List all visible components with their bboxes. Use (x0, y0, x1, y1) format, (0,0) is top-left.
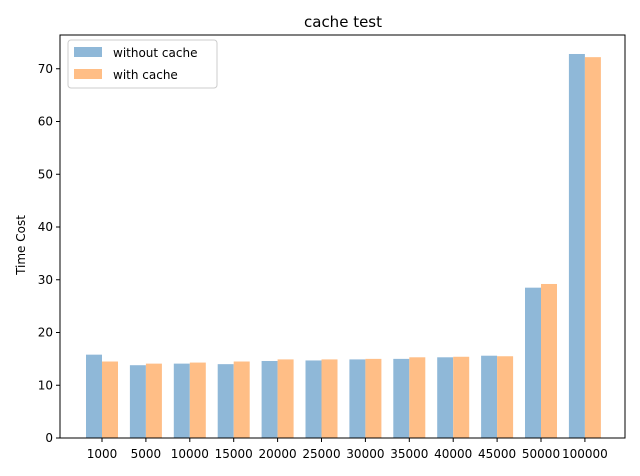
x-tick-label: 20000 (259, 447, 297, 461)
x-tick-label: 15000 (215, 447, 253, 461)
y-tick-label: 20 (38, 326, 53, 340)
y-tick-label: 40 (38, 220, 53, 234)
y-tick-label: 30 (38, 273, 53, 287)
y-tick-label: 70 (38, 62, 53, 76)
bar-with-cache-30000 (365, 358, 382, 438)
bar-without-cache-50000 (525, 287, 541, 438)
bar-without-cache-25000 (305, 360, 322, 438)
x-tick-label: 40000 (434, 447, 472, 461)
bar-without-cache-40000 (437, 357, 454, 438)
legend-swatch-with-cache (74, 69, 102, 79)
legend-label-without-cache: without cache (113, 46, 197, 60)
x-tick-label: 45000 (478, 447, 516, 461)
bar-without-cache-100000 (568, 53, 585, 438)
y-tick-label: 10 (38, 378, 53, 392)
y-tick-label: 50 (38, 167, 53, 181)
bar-with-cache-50000 (541, 283, 557, 438)
x-tick-label: 10000 (171, 447, 209, 461)
y-tick-label: 60 (38, 115, 53, 129)
x-tick-label: 25000 (302, 447, 340, 461)
bar-without-cache-10000 (173, 363, 190, 438)
y-axis-label: Time Cost (14, 215, 28, 276)
x-tick-label: 50000 (522, 447, 560, 461)
bar-with-cache-25000 (321, 359, 338, 438)
x-tick-label: 1000 (87, 447, 118, 461)
legend-swatch-without-cache (74, 47, 102, 57)
bars-group (86, 53, 601, 438)
bar-without-cache-30000 (349, 359, 366, 438)
bar-with-cache-45000 (497, 356, 514, 438)
bar-without-cache-35000 (393, 358, 410, 438)
bar-with-cache-5000 (145, 363, 162, 438)
x-tick-label: 35000 (390, 447, 428, 461)
bar-without-cache-5000 (129, 365, 146, 438)
y-ticks-group: 0 10 20 30 40 50 60 70 (38, 62, 60, 445)
bar-with-cache-100000 (584, 57, 601, 438)
plot-frame (59, 34, 626, 439)
bar-with-cache-10000 (189, 362, 206, 438)
bar-without-cache-1000 (86, 354, 102, 438)
bar-with-cache-15000 (233, 361, 250, 438)
bar-without-cache-20000 (261, 360, 278, 438)
bar-with-cache-35000 (409, 357, 426, 438)
bar-with-cache-1000 (102, 361, 118, 438)
bar-with-cache-40000 (453, 356, 470, 438)
y-tick-label: 0 (45, 431, 53, 445)
x-tick-label: 100000 (562, 447, 608, 461)
bar-without-cache-45000 (481, 355, 498, 438)
x-tick-label: 5000 (131, 447, 162, 461)
x-ticks-group: 1000 5000 10000 15000 20000 25000 30000 35000 40… (87, 438, 608, 461)
bar-with-cache-20000 (277, 359, 294, 438)
legend-label-with-cache: with cache (113, 68, 178, 82)
legend-box (67, 39, 218, 89)
legend: without cache with cache (67, 39, 218, 89)
x-tick-label: 30000 (346, 447, 384, 461)
chart-title: cache test (304, 13, 382, 31)
bar-without-cache-15000 (217, 364, 234, 438)
